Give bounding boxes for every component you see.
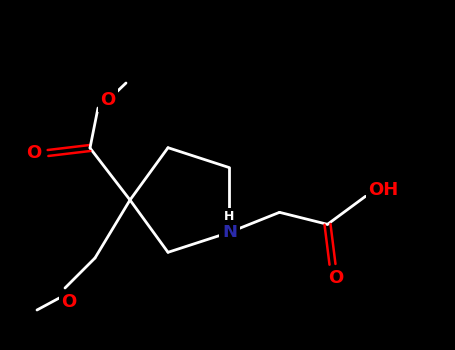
Text: O: O	[101, 91, 116, 109]
Text: O: O	[328, 270, 343, 287]
Text: O: O	[61, 293, 76, 311]
Text: O: O	[26, 144, 41, 162]
Text: N: N	[222, 223, 237, 242]
Text: H: H	[224, 210, 235, 223]
Text: OH: OH	[369, 181, 399, 200]
